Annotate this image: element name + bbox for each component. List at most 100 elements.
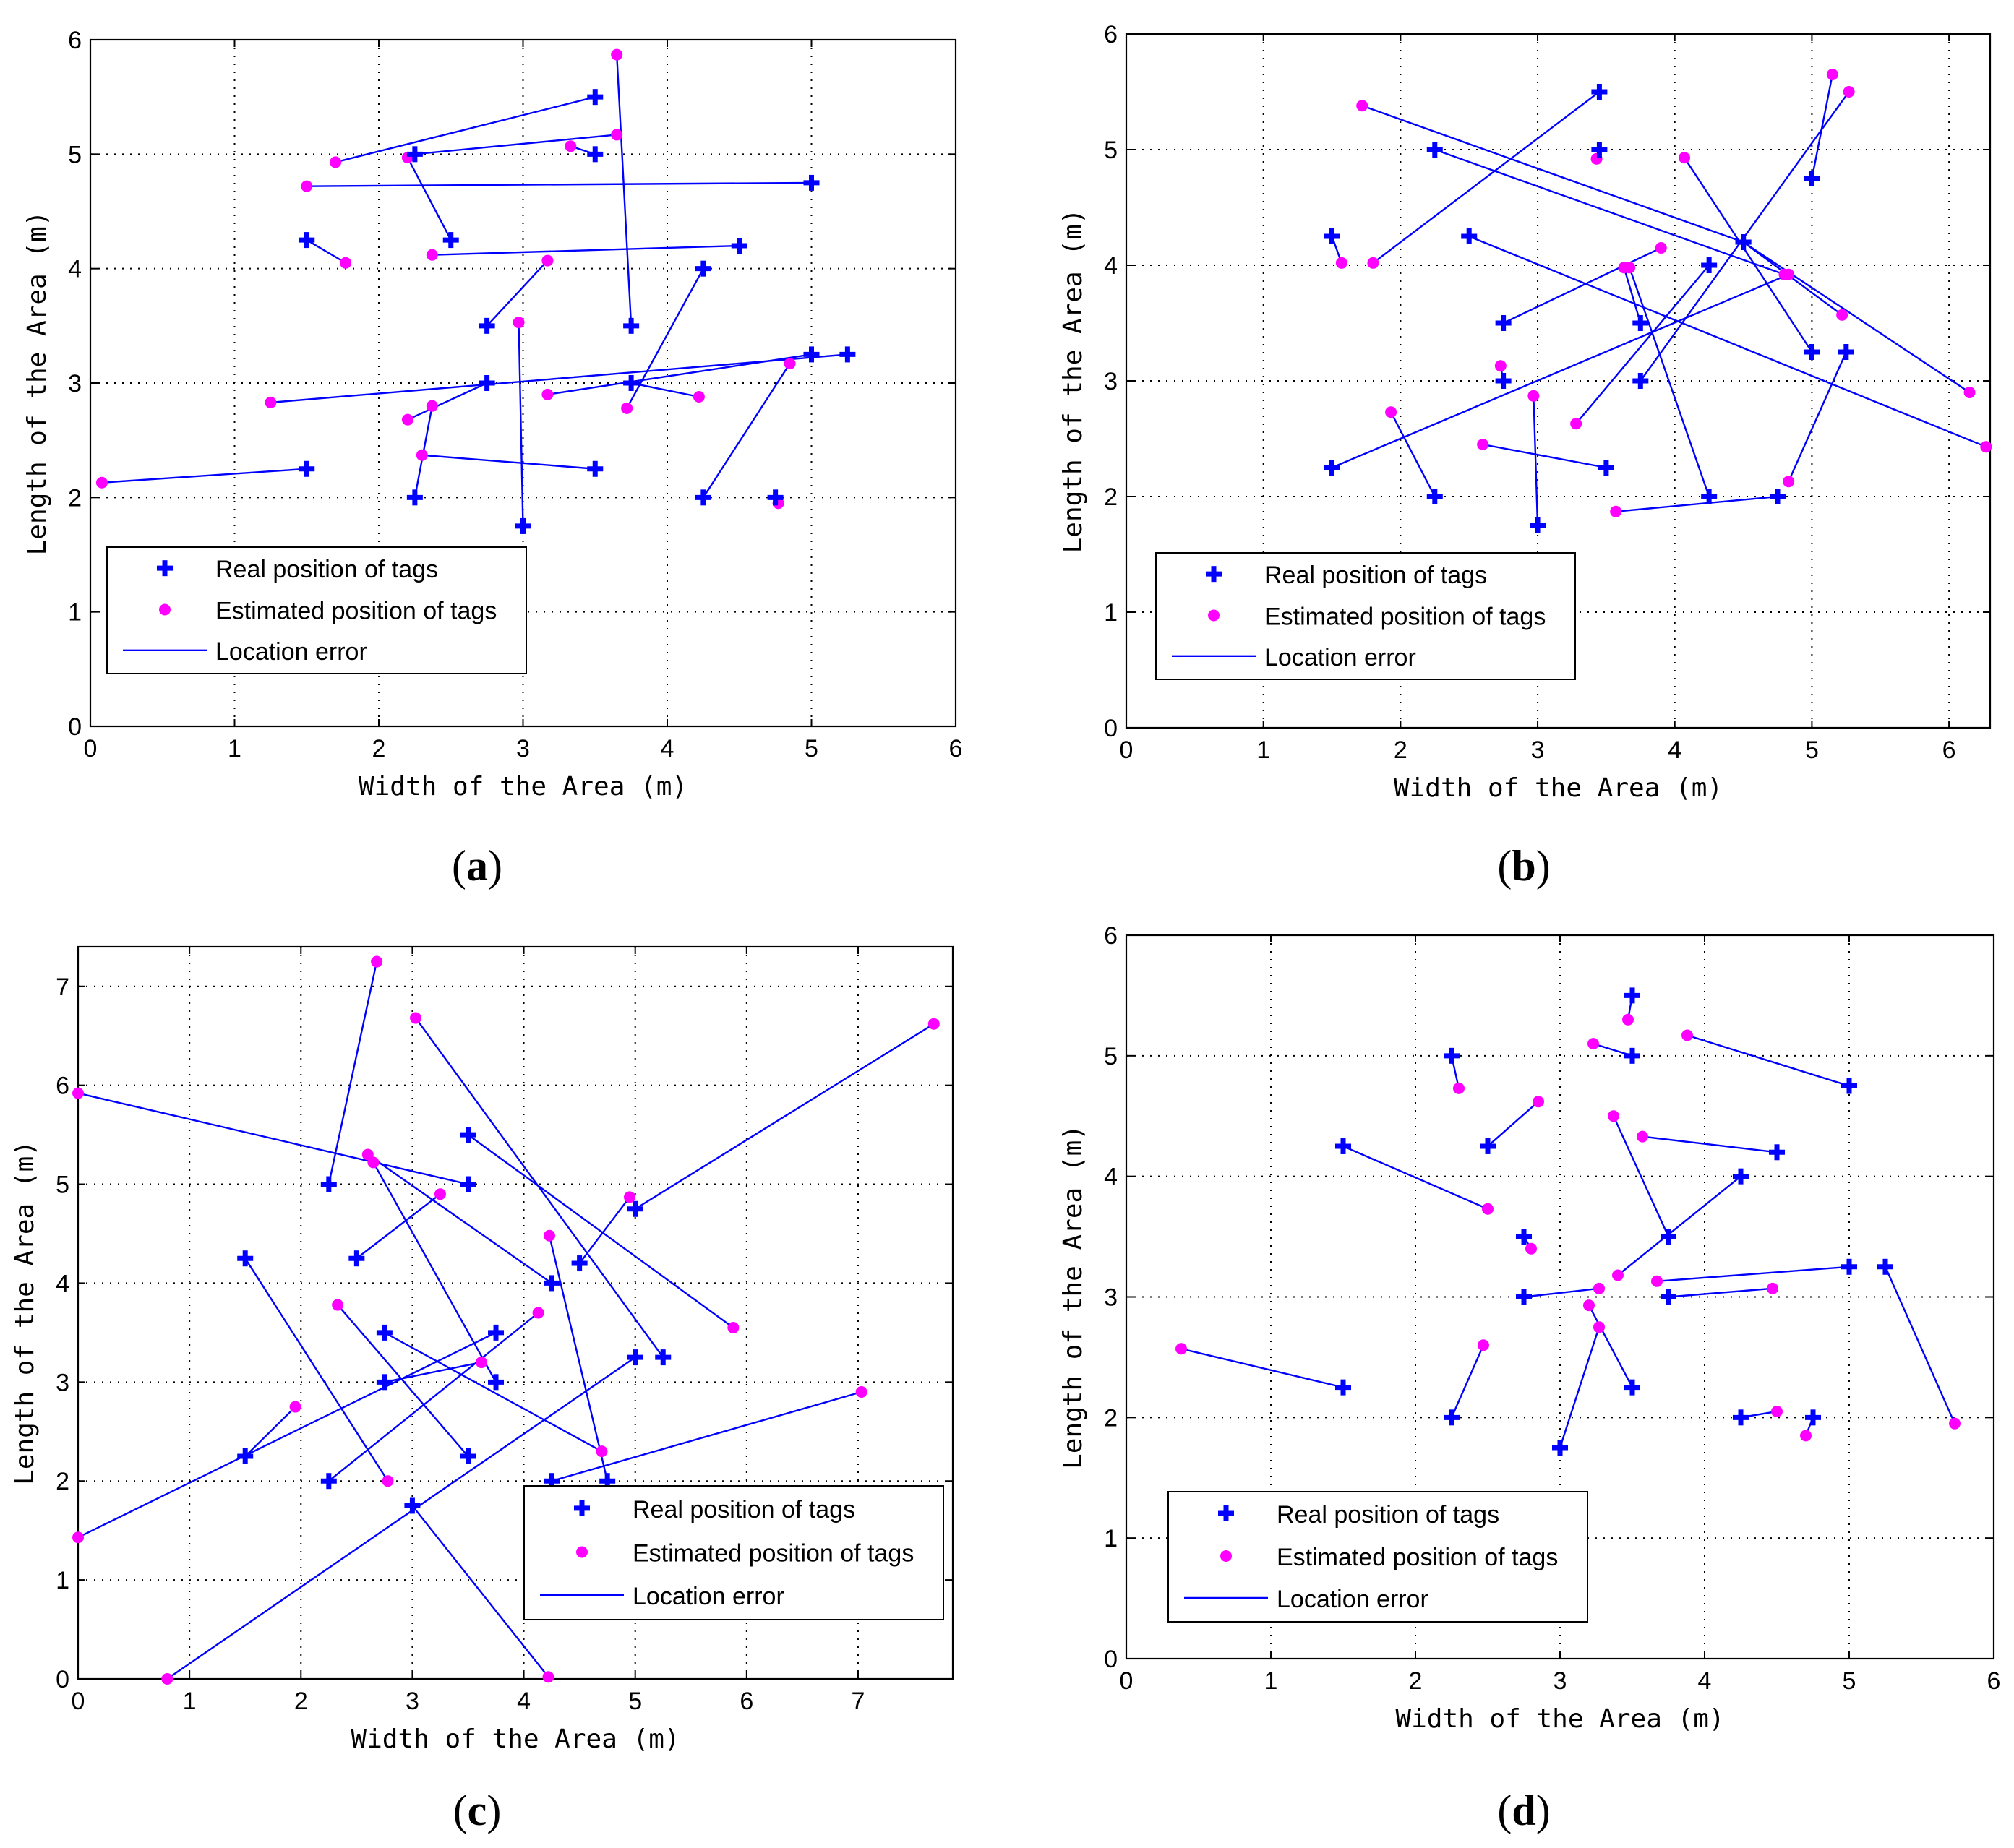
error-line <box>367 1153 552 1284</box>
estimated-point <box>367 1156 380 1169</box>
real-point <box>1552 1440 1568 1456</box>
x-axis-label: Width of the Area (m) <box>359 772 687 801</box>
x-tick-label: 5 <box>1843 1667 1856 1695</box>
y-axis-label: Length of the Area (m) <box>22 211 52 556</box>
real-point <box>571 1255 588 1272</box>
x-tick-label: 2 <box>372 735 386 762</box>
x-tick-label: 1 <box>1264 1667 1278 1695</box>
real-point <box>1624 987 1640 1004</box>
real-point <box>1324 228 1340 244</box>
x-tick-label: 5 <box>1805 736 1819 764</box>
error-line <box>551 1391 862 1482</box>
y-axis-label: Length of the Area (m) <box>1058 1125 1088 1469</box>
x-tick-label: 3 <box>1554 1667 1567 1695</box>
real-point <box>544 1275 560 1292</box>
error-line <box>1487 1101 1539 1147</box>
y-tick-label: 2 <box>1104 484 1118 511</box>
estimated-point <box>1679 152 1691 164</box>
y-tick-label: 6 <box>1104 922 1118 950</box>
real-point <box>1516 1289 1532 1305</box>
real-point <box>839 346 856 363</box>
error-line <box>548 1235 609 1482</box>
x-tick-label: 2 <box>1409 1667 1423 1695</box>
real-point <box>1661 1229 1676 1245</box>
estimated-point <box>1767 1282 1778 1294</box>
real-point <box>479 317 495 334</box>
real-point <box>1516 1229 1532 1245</box>
legend-estimated-label: Estimated position of tags <box>215 598 497 625</box>
real-point <box>406 489 423 506</box>
x-tick-label: 6 <box>949 735 963 762</box>
error-line <box>1623 267 1642 324</box>
real-point <box>320 1473 337 1490</box>
y-tick-label: 1 <box>56 1567 69 1594</box>
error-line <box>1575 265 1710 424</box>
y-tick-label: 5 <box>1104 1043 1118 1070</box>
x-axis-label: Width of the Area (m) <box>1394 773 1723 803</box>
error-line <box>1450 1344 1485 1418</box>
estimated-point <box>1477 439 1489 450</box>
real-point <box>237 1448 254 1464</box>
real-point <box>1591 142 1608 158</box>
error-line <box>356 1193 441 1260</box>
y-tick-label: 6 <box>1104 21 1118 48</box>
estimated-point <box>1608 1110 1619 1122</box>
real-point <box>1701 489 1718 504</box>
legend-estimated-icon <box>1220 1550 1232 1562</box>
estimated-point <box>542 1671 554 1683</box>
real-point <box>1624 1379 1640 1396</box>
error-line <box>1468 235 1987 448</box>
real-points <box>237 1127 672 1514</box>
x-tick-label: 6 <box>740 1688 753 1715</box>
error-line <box>1434 148 1785 275</box>
real-point <box>488 1324 505 1341</box>
real-point <box>655 1349 672 1366</box>
x-tick-label: 3 <box>1531 736 1545 764</box>
caption-letter-b: b <box>1512 842 1536 890</box>
location-error-lines <box>1331 74 1987 526</box>
estimated-point <box>532 1307 544 1319</box>
real-point <box>1701 257 1718 273</box>
estimated-point <box>1525 1242 1537 1255</box>
grid <box>78 947 953 1679</box>
error-line <box>1884 1266 1956 1424</box>
legend-real-icon <box>157 560 173 577</box>
estimated-point <box>1453 1082 1465 1094</box>
real-point <box>1841 1258 1857 1275</box>
estimated-points <box>1335 69 1992 517</box>
legend-estimated-label: Estimated position of tags <box>633 1540 914 1568</box>
estimated-point <box>332 1299 344 1311</box>
error-line <box>166 1357 636 1680</box>
error-line <box>1361 105 1744 244</box>
estimated-point <box>1843 86 1855 98</box>
legend-estimated-icon <box>159 603 171 616</box>
estimated-point <box>1624 262 1636 274</box>
error-line <box>101 468 307 484</box>
chart-panel-a: 0 1 2 3 4 5 6 0 1 2 3 4 5 6 Width of the Area (m) Lengt… <box>0 0 1007 809</box>
x-tick-label: 2 <box>294 1688 308 1715</box>
caption-letter-c: c <box>467 1787 487 1834</box>
x-tick-label: 1 <box>228 735 241 762</box>
real-point <box>348 1250 365 1267</box>
estimated-points <box>95 48 796 510</box>
error-line <box>432 244 740 256</box>
real-point <box>627 1200 643 1217</box>
error-line <box>1342 1145 1488 1210</box>
real-point <box>803 346 820 363</box>
estimated-point <box>855 1386 867 1398</box>
y-tick-label: 6 <box>56 1073 69 1100</box>
real-point <box>695 489 711 506</box>
error-line <box>1503 246 1662 325</box>
location-error-lines <box>77 961 935 1680</box>
estimated-point <box>1533 1096 1544 1108</box>
real-point <box>1495 373 1512 389</box>
estimated-point <box>416 449 428 461</box>
y-tick-label: 4 <box>68 256 82 283</box>
real-point <box>1877 1258 1893 1275</box>
legend-real-label: Real position of tags <box>1264 562 1487 589</box>
estimated-point <box>1482 1203 1494 1215</box>
x-tick-label: 1 <box>183 1688 197 1715</box>
estimated-point <box>1949 1417 1961 1430</box>
estimated-point <box>371 955 383 968</box>
real-point <box>1841 1078 1857 1094</box>
